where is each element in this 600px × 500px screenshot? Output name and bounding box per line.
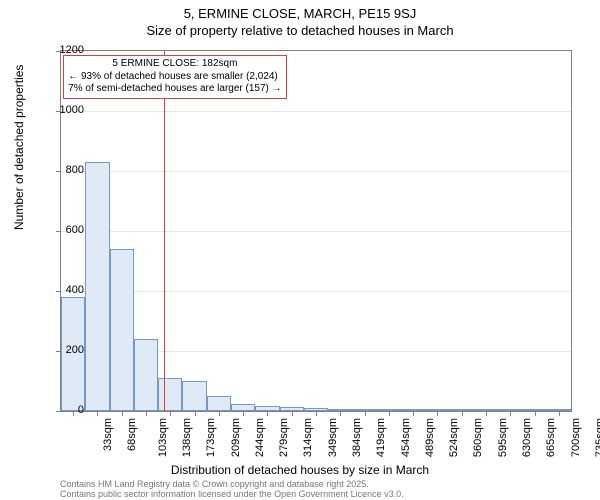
- ytick-label: 1000: [60, 104, 84, 116]
- xtick-label: 138sqm: [181, 418, 193, 457]
- xtick-label: 279sqm: [278, 418, 290, 457]
- plot-area: [60, 50, 572, 412]
- xtick-mark: [437, 411, 438, 416]
- ytick-label: 200: [66, 344, 84, 356]
- histogram-bar: [231, 404, 255, 412]
- xtick-label: 103sqm: [157, 418, 169, 457]
- ytick-mark: [56, 411, 61, 412]
- xtick-mark: [243, 411, 244, 416]
- xtick-mark: [535, 411, 536, 416]
- xtick-mark: [365, 411, 366, 416]
- xtick-mark: [462, 411, 463, 416]
- gridline: [61, 111, 571, 112]
- histogram-bar: [134, 339, 158, 411]
- xtick-label: 33sqm: [102, 418, 114, 451]
- ytick-mark: [56, 291, 61, 292]
- ytick-label: 400: [66, 284, 84, 296]
- chart-title-main: 5, ERMINE CLOSE, MARCH, PE15 9SJ: [0, 0, 600, 21]
- xtick-label: 384sqm: [351, 418, 363, 457]
- xtick-label: 244sqm: [254, 418, 266, 457]
- xtick-label: 68sqm: [126, 418, 138, 451]
- xtick-label: 560sqm: [473, 418, 485, 457]
- gridline: [61, 291, 571, 292]
- annotation-box: 5 ERMINE CLOSE: 182sqm← 93% of detached …: [63, 55, 286, 99]
- xtick-label: 349sqm: [327, 418, 339, 457]
- xtick-mark: [195, 411, 196, 416]
- xtick-label: 489sqm: [424, 418, 436, 457]
- xtick-label: 630sqm: [521, 418, 533, 457]
- gridline: [61, 171, 571, 172]
- x-axis-label: Distribution of detached houses by size …: [0, 463, 600, 477]
- xtick-label: 173sqm: [205, 418, 217, 457]
- annotation-line3: 7% of semi-detached houses are larger (1…: [68, 83, 281, 96]
- gridline: [61, 231, 571, 232]
- histogram-bar: [158, 378, 182, 411]
- ytick-label: 600: [66, 224, 84, 236]
- histogram-bar: [182, 381, 206, 411]
- xtick-label: 454sqm: [400, 418, 412, 457]
- xtick-label: 735sqm: [594, 418, 600, 457]
- xtick-mark: [340, 411, 341, 416]
- footer-attribution: Contains HM Land Registry data © Crown c…: [60, 480, 404, 500]
- xtick-label: 209sqm: [230, 418, 242, 457]
- xtick-mark: [510, 411, 511, 416]
- annotation-line2: ← 93% of detached houses are smaller (2,…: [68, 71, 281, 84]
- ytick-mark: [56, 171, 61, 172]
- histogram-bar: [207, 396, 231, 411]
- xtick-label: 524sqm: [448, 418, 460, 457]
- ytick-label: 0: [78, 404, 84, 416]
- xtick-mark: [292, 411, 293, 416]
- xtick-label: 419sqm: [375, 418, 387, 457]
- xtick-mark: [219, 411, 220, 416]
- xtick-mark: [486, 411, 487, 416]
- ytick-label: 800: [66, 164, 84, 176]
- xtick-label: 595sqm: [497, 418, 509, 457]
- xtick-label: 314sqm: [303, 418, 315, 457]
- xtick-label: 665sqm: [545, 418, 557, 457]
- annotation-line1: 5 ERMINE CLOSE: 182sqm: [68, 58, 281, 71]
- xtick-mark: [122, 411, 123, 416]
- xtick-label: 700sqm: [570, 418, 582, 457]
- xtick-mark: [170, 411, 171, 416]
- xtick-mark: [413, 411, 414, 416]
- xtick-mark: [97, 411, 98, 416]
- xtick-mark: [73, 411, 74, 416]
- xtick-mark: [146, 411, 147, 416]
- footer-line1: Contains HM Land Registry data © Crown c…: [60, 479, 369, 489]
- chart-title-sub: Size of property relative to detached ho…: [0, 21, 600, 38]
- xtick-mark: [389, 411, 390, 416]
- histogram-bar: [110, 249, 134, 411]
- xtick-mark: [267, 411, 268, 416]
- y-axis-label: Number of detached properties: [12, 65, 26, 230]
- footer-line2: Contains public sector information licen…: [60, 489, 404, 499]
- histogram-bar: [85, 162, 109, 411]
- xtick-mark: [559, 411, 560, 416]
- ytick-mark: [56, 231, 61, 232]
- xtick-mark: [316, 411, 317, 416]
- reference-line: [164, 51, 165, 411]
